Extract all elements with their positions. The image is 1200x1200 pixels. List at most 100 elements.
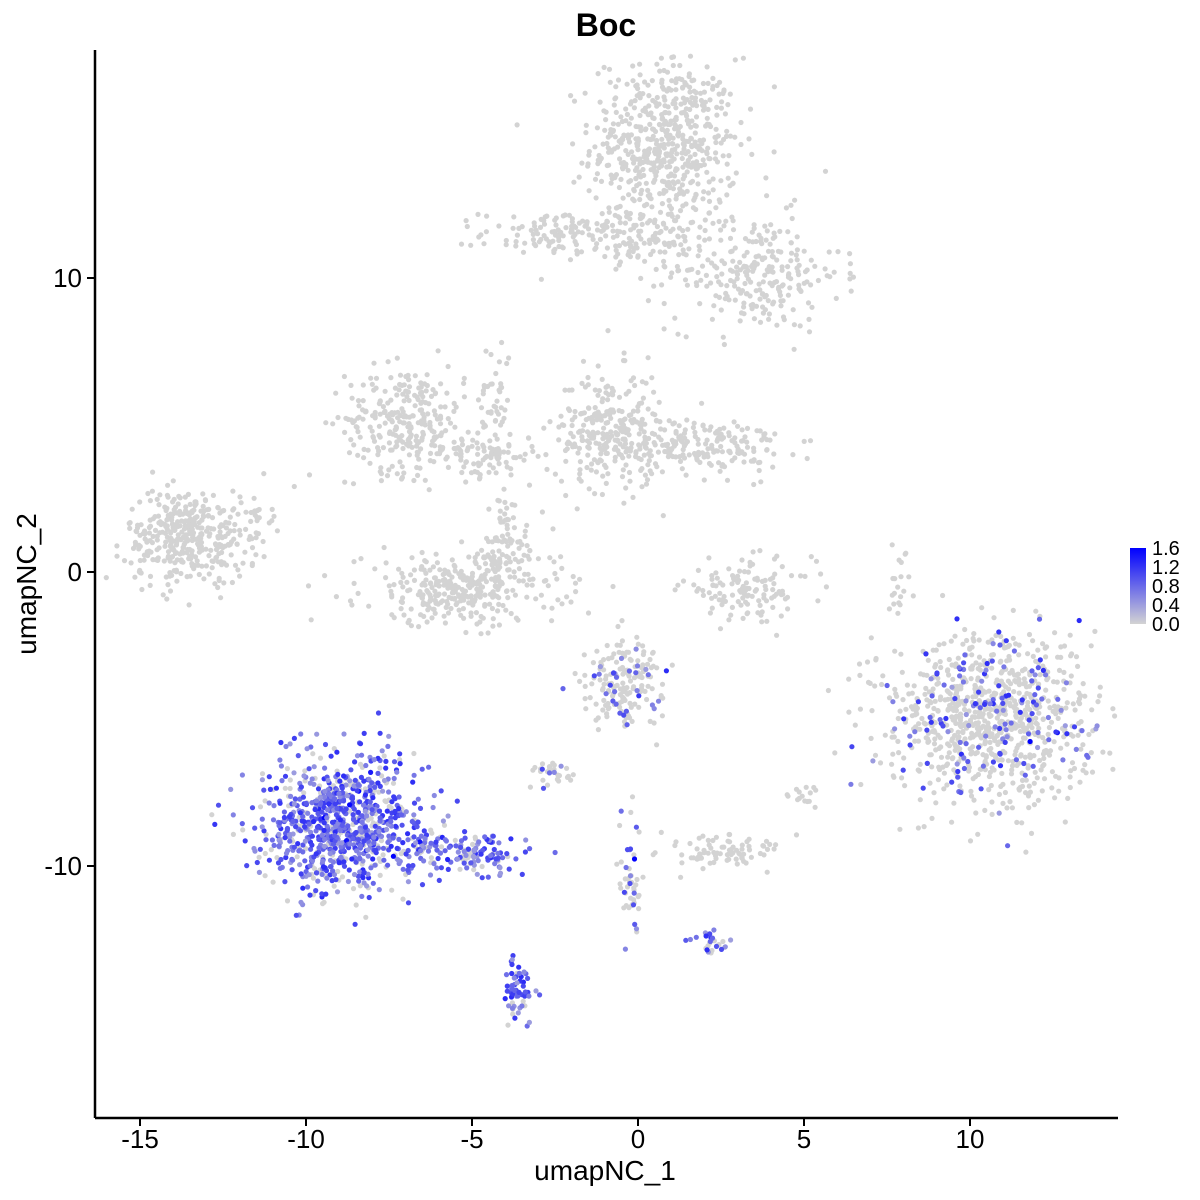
data-point — [499, 539, 505, 545]
data-point — [252, 508, 258, 514]
data-point — [709, 605, 715, 611]
data-point — [812, 804, 818, 810]
data-point — [580, 358, 587, 364]
data-point — [757, 548, 763, 554]
data-point — [301, 790, 307, 796]
data-point — [1088, 750, 1094, 756]
data-point — [1060, 757, 1066, 763]
data-point — [697, 90, 704, 96]
data-point — [751, 481, 757, 488]
data-point — [324, 823, 330, 829]
data-point — [1008, 736, 1014, 742]
data-point — [1037, 672, 1043, 678]
data-point — [951, 800, 957, 806]
data-point — [559, 601, 565, 607]
data-point — [661, 145, 667, 151]
data-point — [1011, 648, 1018, 654]
data-point — [628, 115, 634, 121]
data-point — [459, 469, 465, 476]
data-point — [683, 472, 689, 478]
data-point — [465, 582, 471, 589]
data-point — [228, 786, 234, 793]
data-point — [961, 765, 968, 772]
data-point — [996, 810, 1002, 816]
data-point — [941, 641, 947, 647]
data-point — [393, 432, 399, 438]
data-point — [388, 819, 394, 825]
data-point — [924, 727, 930, 733]
data-point — [746, 136, 752, 142]
data-point — [531, 220, 537, 226]
data-point — [645, 355, 651, 361]
data-point — [994, 708, 1000, 714]
data-point — [622, 358, 628, 364]
data-point — [1036, 681, 1042, 687]
data-point — [365, 447, 371, 453]
data-point — [367, 460, 373, 466]
data-point — [1032, 672, 1038, 678]
data-point — [331, 883, 337, 889]
data-point — [621, 229, 627, 236]
data-point — [357, 741, 364, 747]
data-point — [680, 164, 686, 170]
data-point — [579, 160, 585, 166]
data-point — [852, 722, 858, 728]
data-point — [657, 68, 663, 74]
data-point — [341, 373, 347, 380]
data-point — [605, 656, 612, 662]
data-point — [611, 446, 618, 452]
data-point — [894, 693, 900, 699]
data-point — [369, 381, 375, 387]
data-point — [983, 733, 989, 739]
data-point — [368, 375, 374, 381]
data-point — [631, 105, 638, 111]
data-point — [586, 188, 592, 194]
data-point — [720, 90, 726, 97]
data-point — [605, 397, 611, 403]
data-point — [318, 800, 324, 806]
data-point — [351, 871, 358, 878]
data-point — [355, 590, 361, 597]
data-point — [466, 600, 472, 606]
data-point — [952, 696, 958, 702]
data-point — [515, 539, 521, 545]
data-point — [137, 570, 143, 576]
data-point — [699, 450, 706, 456]
data-point — [161, 558, 167, 564]
data-point — [968, 788, 974, 795]
data-point — [831, 269, 837, 275]
data-point — [640, 874, 646, 880]
data-point — [377, 815, 383, 821]
data-point — [773, 842, 779, 848]
data-point — [212, 581, 218, 587]
data-point — [954, 688, 960, 694]
data-point — [1055, 654, 1061, 660]
data-point — [804, 455, 810, 462]
data-point — [989, 658, 995, 664]
data-point — [496, 601, 502, 608]
data-point — [482, 592, 488, 598]
data-point — [669, 662, 675, 668]
data-point — [438, 433, 444, 439]
data-point — [185, 518, 191, 524]
data-point — [1017, 728, 1024, 735]
data-point — [686, 452, 692, 458]
data-point — [382, 388, 388, 394]
data-point — [256, 869, 262, 876]
data-point — [777, 292, 784, 298]
data-point — [744, 272, 750, 278]
data-point — [998, 783, 1004, 790]
data-point — [627, 216, 633, 222]
data-point — [157, 530, 163, 536]
data-point — [652, 169, 658, 175]
data-point — [657, 191, 663, 197]
data-point — [420, 431, 426, 438]
data-point — [394, 443, 400, 449]
data-point — [1000, 700, 1006, 707]
data-point — [1010, 607, 1016, 614]
data-point — [612, 173, 618, 179]
data-point — [623, 708, 630, 714]
data-point — [975, 666, 981, 672]
data-point — [748, 854, 755, 860]
data-point — [205, 513, 211, 519]
